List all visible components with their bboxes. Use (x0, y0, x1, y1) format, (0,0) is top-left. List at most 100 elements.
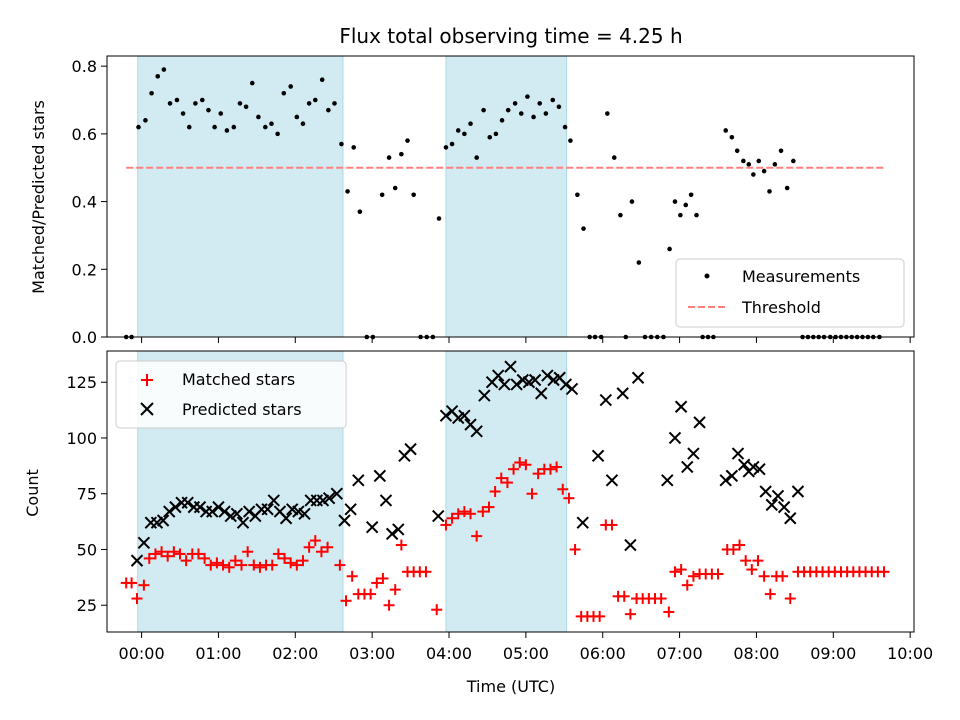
predicted-star-point-88 (777, 500, 791, 514)
matched-star-point-13 (199, 552, 211, 564)
matched-star-point-48 (420, 566, 432, 578)
measurement-point-49 (436, 216, 442, 221)
legend-marker-predicted-stars (140, 402, 154, 416)
predicted-star-point-37 (373, 469, 387, 483)
measurement-point-51 (449, 141, 455, 147)
matched-star-point-101 (758, 570, 770, 582)
matched-star-point-24 (266, 559, 278, 571)
xtick-label-3: 03:00 (349, 644, 395, 663)
measurement-point-68 (556, 104, 562, 110)
matched-star-point-90 (687, 570, 699, 582)
matched-star-point-50 (440, 519, 452, 531)
top-ytick-label-2: 0.4 (72, 193, 97, 212)
top-y-axis-label: Matched/Predicted stars (29, 100, 48, 294)
measurement-point-107 (791, 158, 796, 164)
matched-star-point-55 (471, 530, 483, 542)
xtick-label-7: 07:00 (657, 644, 703, 663)
measurement-point-22 (263, 124, 268, 130)
top-ytick-label-4: 0.8 (72, 57, 97, 76)
predicted-star-point-6 (169, 500, 182, 514)
predicted-star-point-17 (236, 516, 250, 529)
matched-star-point-21 (248, 559, 260, 571)
bottom-ytick-label-3: 100 (66, 429, 97, 448)
matched-star-point-12 (192, 548, 204, 560)
top-plot-frame (106, 55, 915, 338)
predicted-star-point-33 (338, 514, 351, 527)
predicted-star-point-68 (605, 474, 619, 487)
measurement-point-66 (543, 111, 549, 116)
predicted-star-point-77 (693, 416, 706, 429)
matched-star-point-58 (489, 486, 501, 497)
measurement-point-56 (481, 107, 486, 113)
matched-star-point-68 (551, 461, 563, 473)
predicted-star-point-87 (771, 489, 785, 503)
measurement-point-42 (392, 185, 398, 191)
legend-label-threshold: Threshold (741, 298, 821, 317)
predicted-star-point-13 (212, 500, 225, 514)
measurement-point-35 (345, 189, 350, 194)
matched-star-point-18 (229, 555, 241, 567)
measurement-point-31 (319, 77, 325, 82)
predicted-star-point-90 (791, 485, 805, 498)
predicted-star-point-49 (470, 425, 483, 438)
measurement-point-8 (174, 97, 180, 103)
measurement-point-62 (518, 111, 524, 116)
matched-star-point-36 (346, 570, 358, 582)
predicted-star-point-5 (163, 505, 176, 518)
matched-star-point-59 (495, 472, 507, 484)
matched-star-point-29 (297, 555, 309, 567)
matched-star-point-20 (242, 546, 254, 558)
matched-star-point-10 (180, 555, 192, 567)
xtick-label-9: 09:00 (810, 644, 856, 663)
legend-marker-measurements (704, 273, 710, 279)
bottom-legend-box (115, 360, 347, 429)
predicted-star-point-66 (591, 449, 605, 463)
matched-star-point-28 (291, 559, 303, 571)
matched-star-point-2 (131, 593, 143, 605)
measurement-point-25 (281, 90, 287, 96)
measurement-point-18 (237, 101, 243, 106)
predicted-star-point-78 (719, 474, 732, 487)
top-ytick-label-3: 0.6 (72, 125, 97, 144)
measurement-point-5 (155, 74, 161, 79)
measurement-point-27 (294, 114, 300, 120)
predicted-star-point-4 (156, 514, 170, 527)
predicted-star-point-81 (737, 458, 751, 471)
measurement-point-98 (741, 158, 746, 164)
matched-star-point-14 (205, 559, 217, 571)
xtick-label-0: 00:00 (119, 644, 165, 663)
bottom-ytick-label-4: 125 (66, 373, 97, 392)
predicted-star-point-59 (535, 387, 548, 400)
matched-star-point-34 (334, 559, 346, 571)
predicted-star-point-21 (261, 503, 274, 516)
top-ytick-label-0: 0.0 (72, 328, 97, 347)
measurement-point-102 (761, 168, 767, 174)
measurement-point-30 (312, 97, 318, 103)
matched-star-point-39 (365, 588, 377, 600)
measurement-point-57 (487, 134, 493, 140)
chart-title: Flux total observing time = 4.25 h (339, 24, 682, 48)
predicted-star-point-69 (616, 387, 629, 400)
measurement-point-19 (243, 104, 249, 110)
bottom-y-ticks: 25 50 75 100 125 (66, 373, 107, 615)
matched-star-point-98 (740, 555, 752, 567)
matched-star-point-49 (431, 604, 443, 616)
predicted-star-point-10 (193, 500, 207, 514)
predicted-star-point-58 (528, 373, 542, 387)
predicted-star-point-64 (565, 382, 579, 396)
predicted-star-point-74 (674, 400, 688, 413)
predicted-star-point-0 (130, 554, 144, 567)
xtick-label-2: 02:00 (272, 644, 318, 663)
measurement-point-65 (537, 101, 543, 106)
measurement-point-100 (751, 172, 756, 177)
predicted-star-point-86 (765, 498, 779, 512)
matched-star-point-97 (734, 539, 746, 551)
matched-star-point-99 (746, 564, 758, 576)
matched-star-point-57 (483, 501, 495, 513)
matched-star-point-105 (784, 593, 796, 605)
measurement-point-69 (562, 124, 568, 130)
predicted-star-point-71 (631, 371, 645, 384)
matched-star-point-19 (236, 559, 247, 571)
matched-star-point-15 (211, 557, 223, 569)
